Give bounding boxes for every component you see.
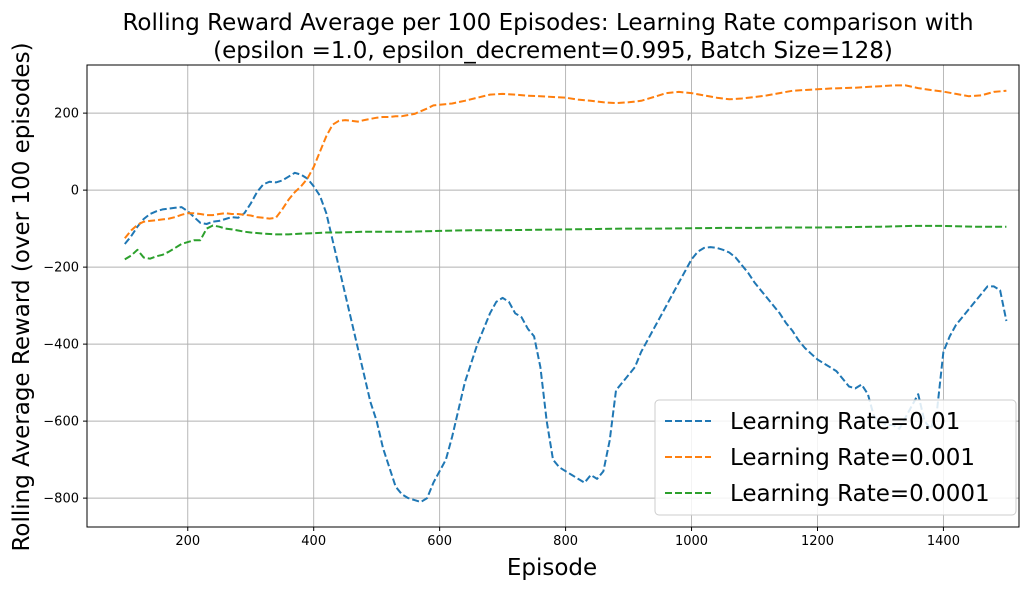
y-tick-label: 0 bbox=[71, 184, 79, 199]
series-group bbox=[124, 84, 1008, 503]
x-tick-label: 1000 bbox=[675, 534, 708, 549]
series-line-3 bbox=[124, 224, 1007, 261]
legend: Learning Rate=0.01 Learning Rate=0.001 Lea… bbox=[654, 399, 1017, 516]
y-axis-label: Rolling Average Reward (over 100 episode… bbox=[9, 42, 35, 551]
chart-title: Rolling Reward Average per 100 Episodes:… bbox=[122, 10, 973, 36]
grid bbox=[87, 65, 1019, 527]
legend-label: Learning Rate=0.0001 bbox=[730, 481, 990, 507]
x-tick-label: 1200 bbox=[801, 534, 834, 549]
chart-subtitle: (epsilon =1.0, epsilon_decrement=0.995, … bbox=[213, 38, 893, 64]
y-tick-label: −200 bbox=[43, 261, 79, 276]
y-tick-label: −600 bbox=[43, 415, 79, 430]
y-tick-label: −800 bbox=[43, 492, 79, 507]
x-tick-label: 800 bbox=[553, 534, 578, 549]
legend-label: Learning Rate=0.01 bbox=[730, 409, 960, 435]
y-tick-label: 200 bbox=[54, 107, 79, 122]
plot-area bbox=[86, 64, 1020, 528]
x-tick-label: 200 bbox=[175, 534, 200, 549]
y-axis: −800 −600 −400 −200 0 200 bbox=[43, 107, 87, 507]
legend-label: Learning Rate=0.001 bbox=[730, 445, 975, 471]
x-tick-label: 400 bbox=[301, 534, 326, 549]
legend-box bbox=[654, 399, 1017, 516]
x-axis-label: Episode bbox=[507, 555, 597, 581]
y-tick-label: −400 bbox=[43, 338, 79, 353]
series-line-1 bbox=[124, 171, 1008, 503]
x-tick-label: 600 bbox=[427, 534, 452, 549]
series-line-2 bbox=[124, 84, 1007, 239]
x-axis: 200 400 600 800 1000 1200 1400 bbox=[175, 527, 960, 549]
x-tick-label: 1400 bbox=[927, 534, 960, 549]
